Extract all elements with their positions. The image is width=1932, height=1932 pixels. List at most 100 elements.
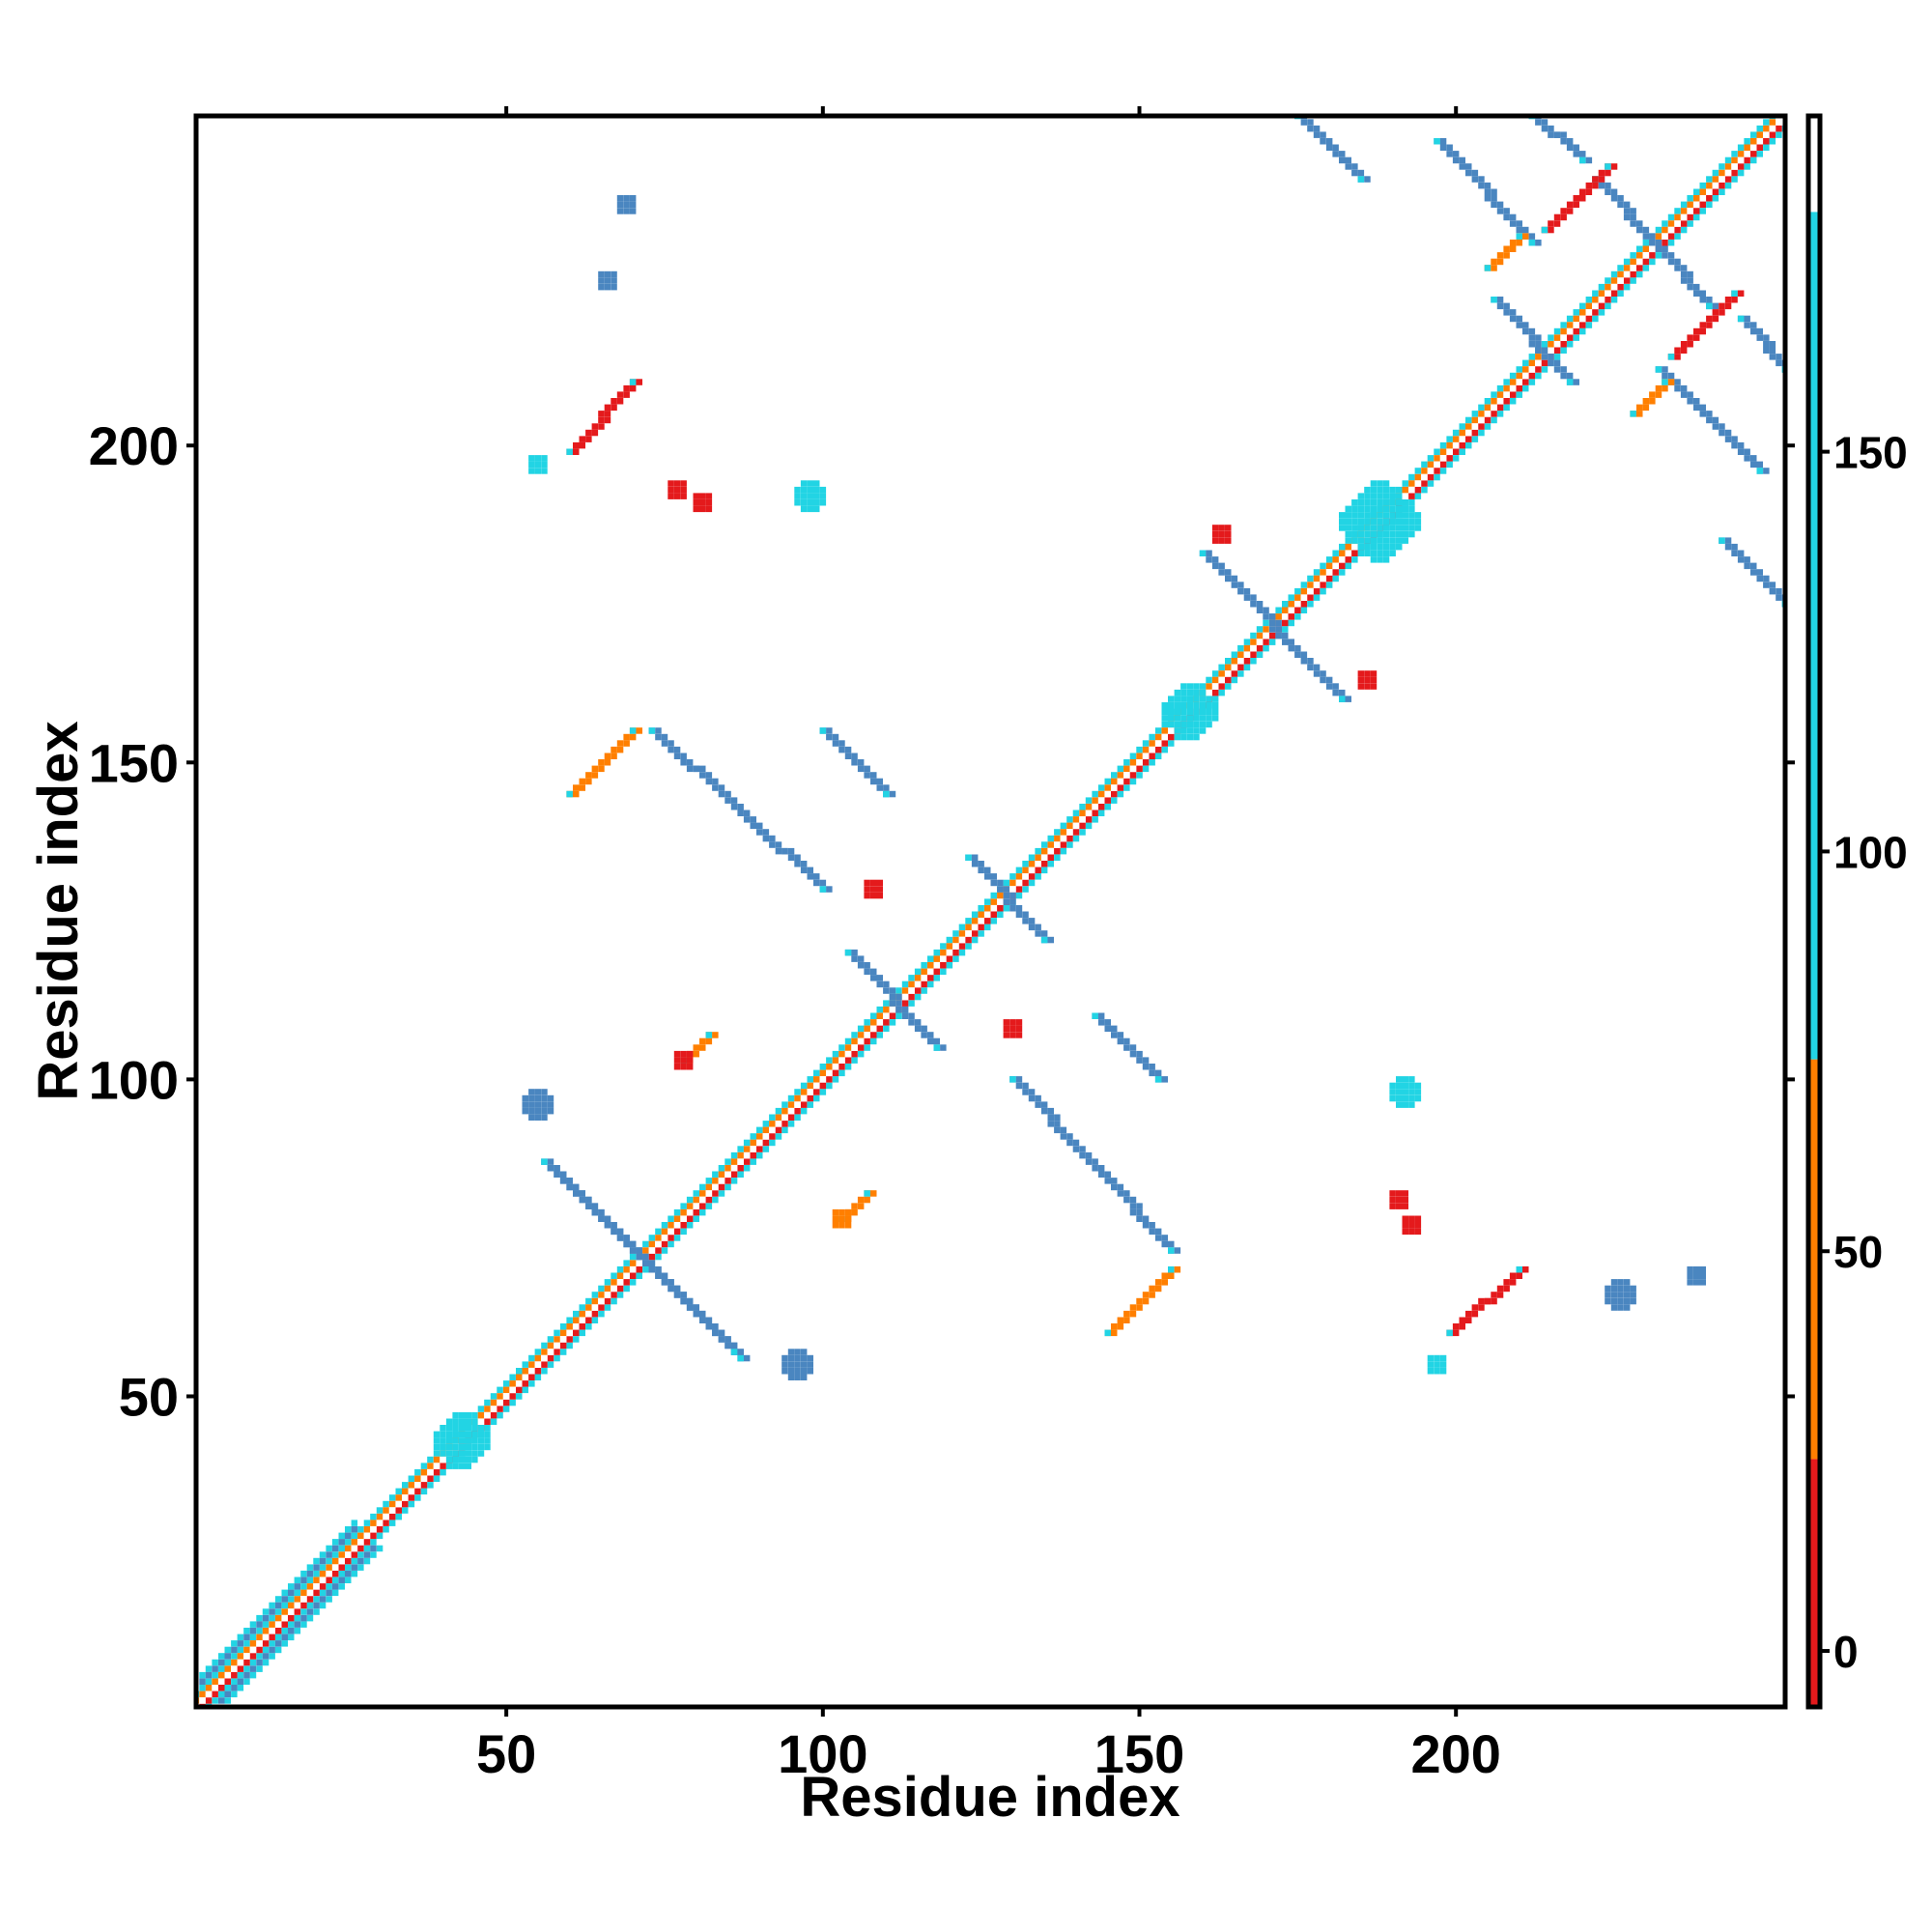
parallel-cell [857,1203,865,1209]
sheet-cell [668,740,674,747]
sheet-cell [1662,366,1668,373]
parallel-cell [1496,1292,1504,1298]
contact-cell [1288,619,1294,627]
sheet-cell [1693,398,1700,405]
contact-cell [623,1266,630,1273]
sheet-cell [1680,270,1688,278]
contact-cell [288,1602,295,1609]
sheet-cell [1459,163,1465,170]
parallel-cell [1142,1292,1150,1298]
patch-cell [807,493,813,499]
patch-cell [471,1425,478,1432]
sheet-cell [1129,1196,1137,1204]
sheet-edge-cell [1667,354,1675,360]
diagonal-cell [408,1488,415,1495]
sheet-cell [1028,923,1036,931]
sheet-cell [1459,156,1465,164]
sheet-cell [1522,226,1529,234]
patch-cell [1623,1292,1631,1298]
sheet-cell [1040,1101,1048,1108]
contact-cell [844,1064,852,1070]
contact-cell [730,1171,738,1178]
patch-cell [1699,1279,1706,1286]
diagonal-cell [680,1215,687,1222]
sheet-edge-cell [1357,176,1365,183]
contact-cell [769,1114,776,1121]
patch-cell [807,480,813,487]
sheet-cell [686,1297,694,1305]
contact-cell [294,1589,301,1597]
contact-cell [1268,639,1276,645]
patch-cell [1206,715,1212,722]
diagonal-cell [1288,607,1294,613]
patch-cell [1174,708,1181,715]
sheet-cell [1478,176,1485,183]
patch-cell [794,1354,801,1362]
patch-cell [1345,518,1351,526]
contact-cell [1332,550,1339,556]
sheet-cell [566,1178,573,1184]
parallel-cell [1111,1323,1118,1330]
patch-cell [1168,696,1175,702]
patch-cell [680,1057,687,1064]
patch-cell [465,1456,471,1463]
contact-cell [1351,556,1358,563]
contact-cell [870,1012,877,1019]
patch-cell [1408,505,1415,513]
patch-cell [800,1361,808,1368]
diagonal-cell [1009,886,1016,893]
diagonal-cell [1750,144,1757,151]
contact-cell [844,1057,852,1064]
contact-cell [1263,644,1269,652]
helix-cell [345,1526,352,1533]
contact-cell [737,1171,744,1178]
contact-cell [395,1488,402,1495]
patch-cell [1402,499,1408,506]
patch-cell [452,1425,459,1432]
parallel-cell [1712,315,1719,323]
contact-cell [636,1266,642,1273]
patch-cell [1414,1215,1422,1222]
parallel-cell [1491,265,1497,271]
contact-cell [1446,441,1453,449]
contact-cell [1325,575,1333,582]
sheet-cell [1325,138,1333,145]
patch-cell [1357,505,1365,513]
contact-cell [775,1133,782,1140]
contact-cell [1225,658,1232,665]
sheet-cell [1206,550,1212,556]
contact-cell [908,975,915,981]
helix-cell [288,1628,295,1634]
contact-cell [813,1089,820,1095]
patch-cell [1408,518,1415,526]
helix-cell [363,1557,371,1565]
patch-cell [1377,525,1383,531]
contact-cell [851,1050,858,1058]
contact-cell [1250,658,1257,665]
contact-cell [579,1329,585,1337]
sheet-cell [1553,366,1561,373]
patch-cell [705,493,713,499]
sheet-cell [1439,138,1447,145]
contact-cell [1320,569,1326,576]
sheet-cell [598,1215,605,1222]
patch-cell [1003,1019,1010,1026]
contact-cell [218,1685,225,1691]
parallel-cell [1491,258,1497,266]
contact-cell [1573,334,1579,341]
sheet-cell [661,1272,668,1279]
sheet-cell [1117,1037,1124,1045]
contact-cell [1478,411,1485,417]
patch-cell [1009,1025,1016,1033]
diagonal-cell [813,1082,820,1090]
contact-cell [1072,829,1080,836]
diagonal-cell [1605,290,1611,297]
contact-cell [800,1089,808,1095]
patch-cell [838,1222,845,1229]
patch-cell [1396,1101,1403,1108]
sheet-cell [1763,575,1770,582]
contact-cell [787,1121,795,1127]
contact-cell [427,1463,434,1469]
sheet-cell [851,753,858,759]
sheet-cell [712,1329,719,1337]
